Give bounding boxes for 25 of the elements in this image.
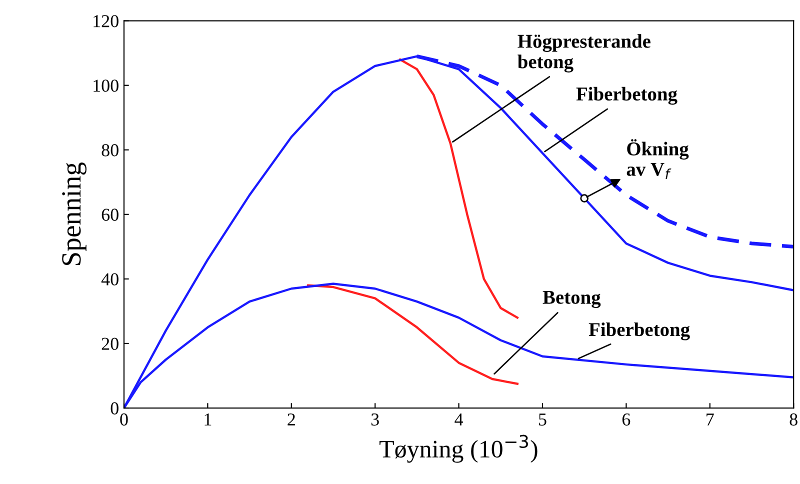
x-axis-title: Tøyning (10$^{−3}$): [380, 434, 538, 463]
x-tick-label: 0: [120, 413, 128, 426]
x-tick-label: 1: [204, 413, 212, 426]
x-tick-label: 3: [371, 413, 379, 426]
line-series: [399, 58, 518, 319]
x-tick-label: 7: [706, 414, 714, 426]
y-tick-label: 100: [94, 80, 118, 92]
x-tick-label: 8: [790, 413, 798, 426]
y-tick-label: 0: [110, 402, 118, 414]
annotation: Fiberbetong: [576, 86, 678, 105]
annotation: Fiberbetong: [588, 322, 690, 340]
x-tick-label: 2: [288, 413, 295, 426]
x-tick-label: 6: [622, 413, 630, 426]
annotation: Högpresterande betong: [518, 34, 650, 72]
x-tick-label: 4: [454, 414, 464, 426]
line-series: [307, 284, 518, 385]
annotation: Ökning av V$_{f}$: [626, 139, 689, 179]
y-tick-label: 40: [101, 273, 118, 286]
y-tick-label: 80: [102, 144, 118, 156]
x-tick-label: 5: [539, 414, 546, 426]
y-axis-title: Spenning: [62, 162, 86, 266]
annotation: Betong: [542, 290, 601, 308]
y-tick-label: 120: [94, 15, 118, 28]
y-tick-label: 20: [102, 338, 118, 350]
y-tick-label: 60: [102, 208, 118, 221]
